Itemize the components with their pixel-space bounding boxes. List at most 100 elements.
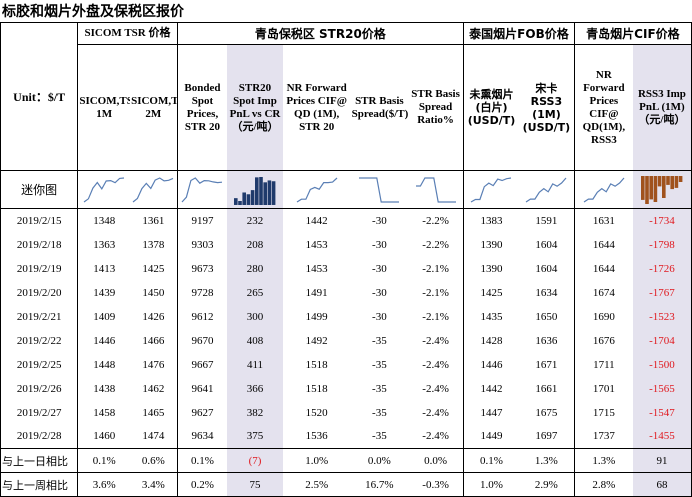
table-cell: 16.7% [350, 472, 409, 497]
sparkline [77, 170, 131, 209]
table-cell: 3.4% [130, 472, 178, 497]
group-header-sicom: SICOM TSR 价格 [77, 22, 178, 45]
price-table: Unit：$/T SICOM TSR 价格 青岛保税区 STR20价格 泰国烟片… [0, 22, 692, 497]
table-cell: 1446 [480, 358, 503, 371]
sparkline-bar [674, 175, 679, 188]
table-cell: -1726 [632, 256, 692, 281]
table-cell: 9667 [191, 358, 214, 371]
table-cell: 1449 [463, 424, 519, 449]
table-cell: 1671 [518, 352, 575, 377]
table-cell: 408 [227, 328, 283, 353]
row-date: 2019/2/19 [0, 256, 79, 281]
table-cell: 3.6% [77, 472, 131, 497]
unit-label: Unit：$/T [0, 22, 79, 171]
table-cell: 9627 [191, 406, 214, 419]
table-cell: -35 [372, 382, 387, 395]
sparkline [177, 170, 228, 209]
summary-label: 与上一日相比 [0, 448, 79, 473]
table-cell: 1650 [518, 304, 575, 329]
table-cell: -2.4% [408, 424, 465, 449]
table-cell: 366 [227, 376, 283, 401]
table-cell: 1518 [305, 382, 328, 395]
table-cell: 1715 [592, 406, 615, 419]
table-cell: 2.9% [518, 472, 575, 497]
sparkline-chart [296, 177, 338, 203]
table-row: 2019/2/20 1439 1450 9728 265 1491 -30 -2.1% 1425… [0, 280, 692, 305]
group-header-qingdao-cif: 青岛烟片CIF价格 [574, 22, 692, 45]
table-cell: 9673 [191, 262, 214, 275]
row-date: 2019/2/25 [0, 352, 79, 377]
table-cell: 1450 [130, 280, 178, 305]
table-cell: 68 [632, 472, 692, 497]
sparkline [227, 170, 283, 209]
sparkline [518, 170, 575, 209]
table-cell: 232 [227, 208, 283, 233]
table-cell: 9670 [191, 334, 214, 347]
table-cell: -30 [372, 286, 387, 299]
sparkline-bar [250, 189, 255, 205]
table-cell: -1500 [632, 352, 692, 377]
table-cell: 1636 [518, 328, 575, 353]
table-cell: 9303 [191, 238, 214, 251]
table-cell: -35 [372, 334, 387, 347]
table-cell: -2.2% [408, 208, 465, 233]
sparkline-bar [661, 175, 666, 198]
table-row: 2019/2/26 1438 1462 9641 366 1518 -35 -2.4% 1442… [0, 376, 692, 401]
table-cell: 280 [227, 256, 283, 281]
table-cell: 411 [227, 352, 283, 377]
table-cell: 1425 [130, 256, 178, 281]
table-cell: 1390 [480, 238, 503, 251]
table-cell: 1644 [592, 262, 615, 275]
table-cell: -0.3% [408, 472, 465, 497]
table-cell: -2.1% [408, 304, 465, 329]
row-date: 2019/2/22 [0, 328, 79, 353]
sparkline-series [132, 176, 174, 202]
row-date: 2019/2/21 [0, 304, 79, 329]
table-cell: 75 [227, 472, 283, 497]
sparkline-bar [254, 176, 259, 205]
sparkline [574, 170, 633, 209]
sparkline-row: 迷你图 [0, 170, 692, 209]
table-cell: 1690 [592, 310, 615, 323]
table-cell: 1428 [480, 334, 503, 347]
sparkline-bar [233, 197, 238, 205]
table-cell: 1438 [93, 382, 116, 395]
table-cell: 1383 [480, 214, 503, 227]
table-cell: 1518 [305, 358, 328, 371]
sparkline-bar [678, 175, 683, 182]
table-cell: 1701 [592, 382, 615, 395]
sparkline [350, 170, 409, 209]
table-cell: -2.4% [408, 400, 465, 425]
table-cell: (7) [227, 448, 283, 473]
table-cell: 1661 [518, 376, 575, 401]
table-row: 2019/2/25 1448 1476 9667 411 1518 -35 -2.4% 1446… [0, 352, 692, 377]
table-cell: 1491 [305, 286, 328, 299]
table-cell: 1697 [518, 424, 575, 449]
table-cell: -30 [372, 238, 387, 251]
sparkline-bar [238, 200, 242, 205]
table-cell: -1767 [632, 280, 692, 305]
sparkline-series [583, 177, 625, 203]
table-cell: 1378 [130, 232, 178, 257]
sparkline-label: 迷你图 [0, 170, 79, 209]
col-header: Bonded Spot Prices, STR 20 [177, 44, 228, 171]
table-cell: 1439 [93, 286, 116, 299]
group-header-qingdao-str20: 青岛保税区 STR20价格 [177, 22, 465, 45]
table-cell: 1676 [592, 334, 615, 347]
sparkline-series [415, 176, 456, 203]
row-date: 2019/2/20 [0, 280, 79, 305]
table-cell: -35 [350, 424, 409, 449]
table-cell: 1413 [93, 262, 116, 275]
sparkline [130, 170, 178, 209]
sparkline-chart [415, 176, 456, 203]
table-cell: -2.4% [408, 376, 465, 401]
sparkline-series [296, 177, 338, 203]
sparkline-chart [471, 176, 512, 203]
sparkline-series [471, 176, 512, 203]
table-row: 2019/2/15 1348 1361 9197 232 1442 -30 -2.2% 1383… [0, 208, 692, 233]
table-cell: 1.0% [282, 448, 351, 473]
table-cell: -2.1% [408, 280, 465, 305]
table-cell: -1704 [632, 328, 692, 353]
table-cell: -1455 [632, 424, 692, 449]
col-header: RSS3 Imp PnL (1M)（元/吨） [632, 44, 692, 171]
